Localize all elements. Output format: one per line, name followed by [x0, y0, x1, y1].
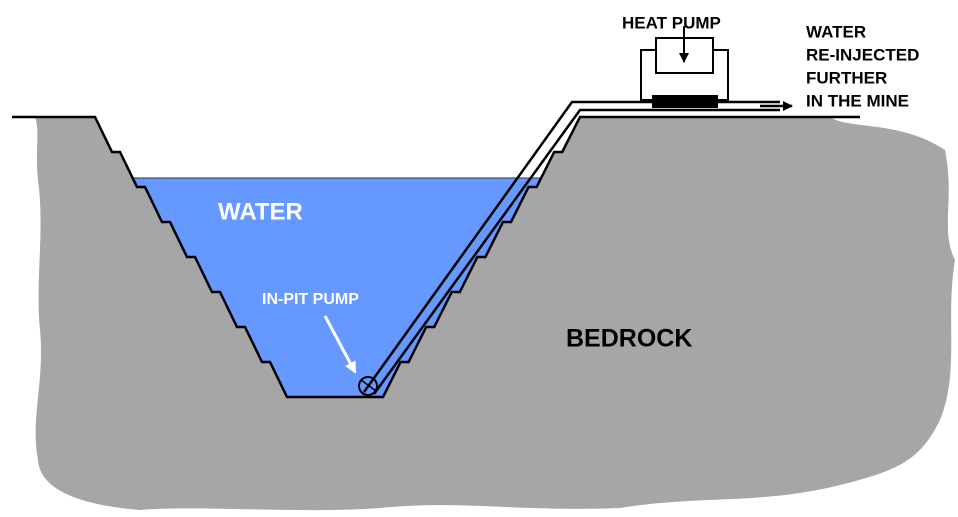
reinjected-label: WATER — [806, 22, 866, 41]
reinjected-label: RE-INJECTED — [806, 45, 919, 64]
in-pit-pump — [358, 376, 378, 396]
pipe — [372, 108, 780, 395]
in-pit-pump-label: IN-PIT PUMP — [262, 291, 359, 308]
bedrock-area — [35, 117, 955, 511]
heat-pump-label: HEAT PUMP — [622, 13, 721, 32]
water-label: WATER — [218, 198, 303, 225]
heat-exchanger — [652, 95, 718, 108]
bedrock-label: BEDROCK — [566, 325, 692, 353]
reinjected-label: IN THE MINE — [806, 91, 909, 110]
ground-line — [12, 115, 860, 399]
pump-detail — [360, 379, 377, 392]
pump-pointer — [323, 315, 357, 374]
reinjected-label: FURTHER — [806, 68, 887, 87]
